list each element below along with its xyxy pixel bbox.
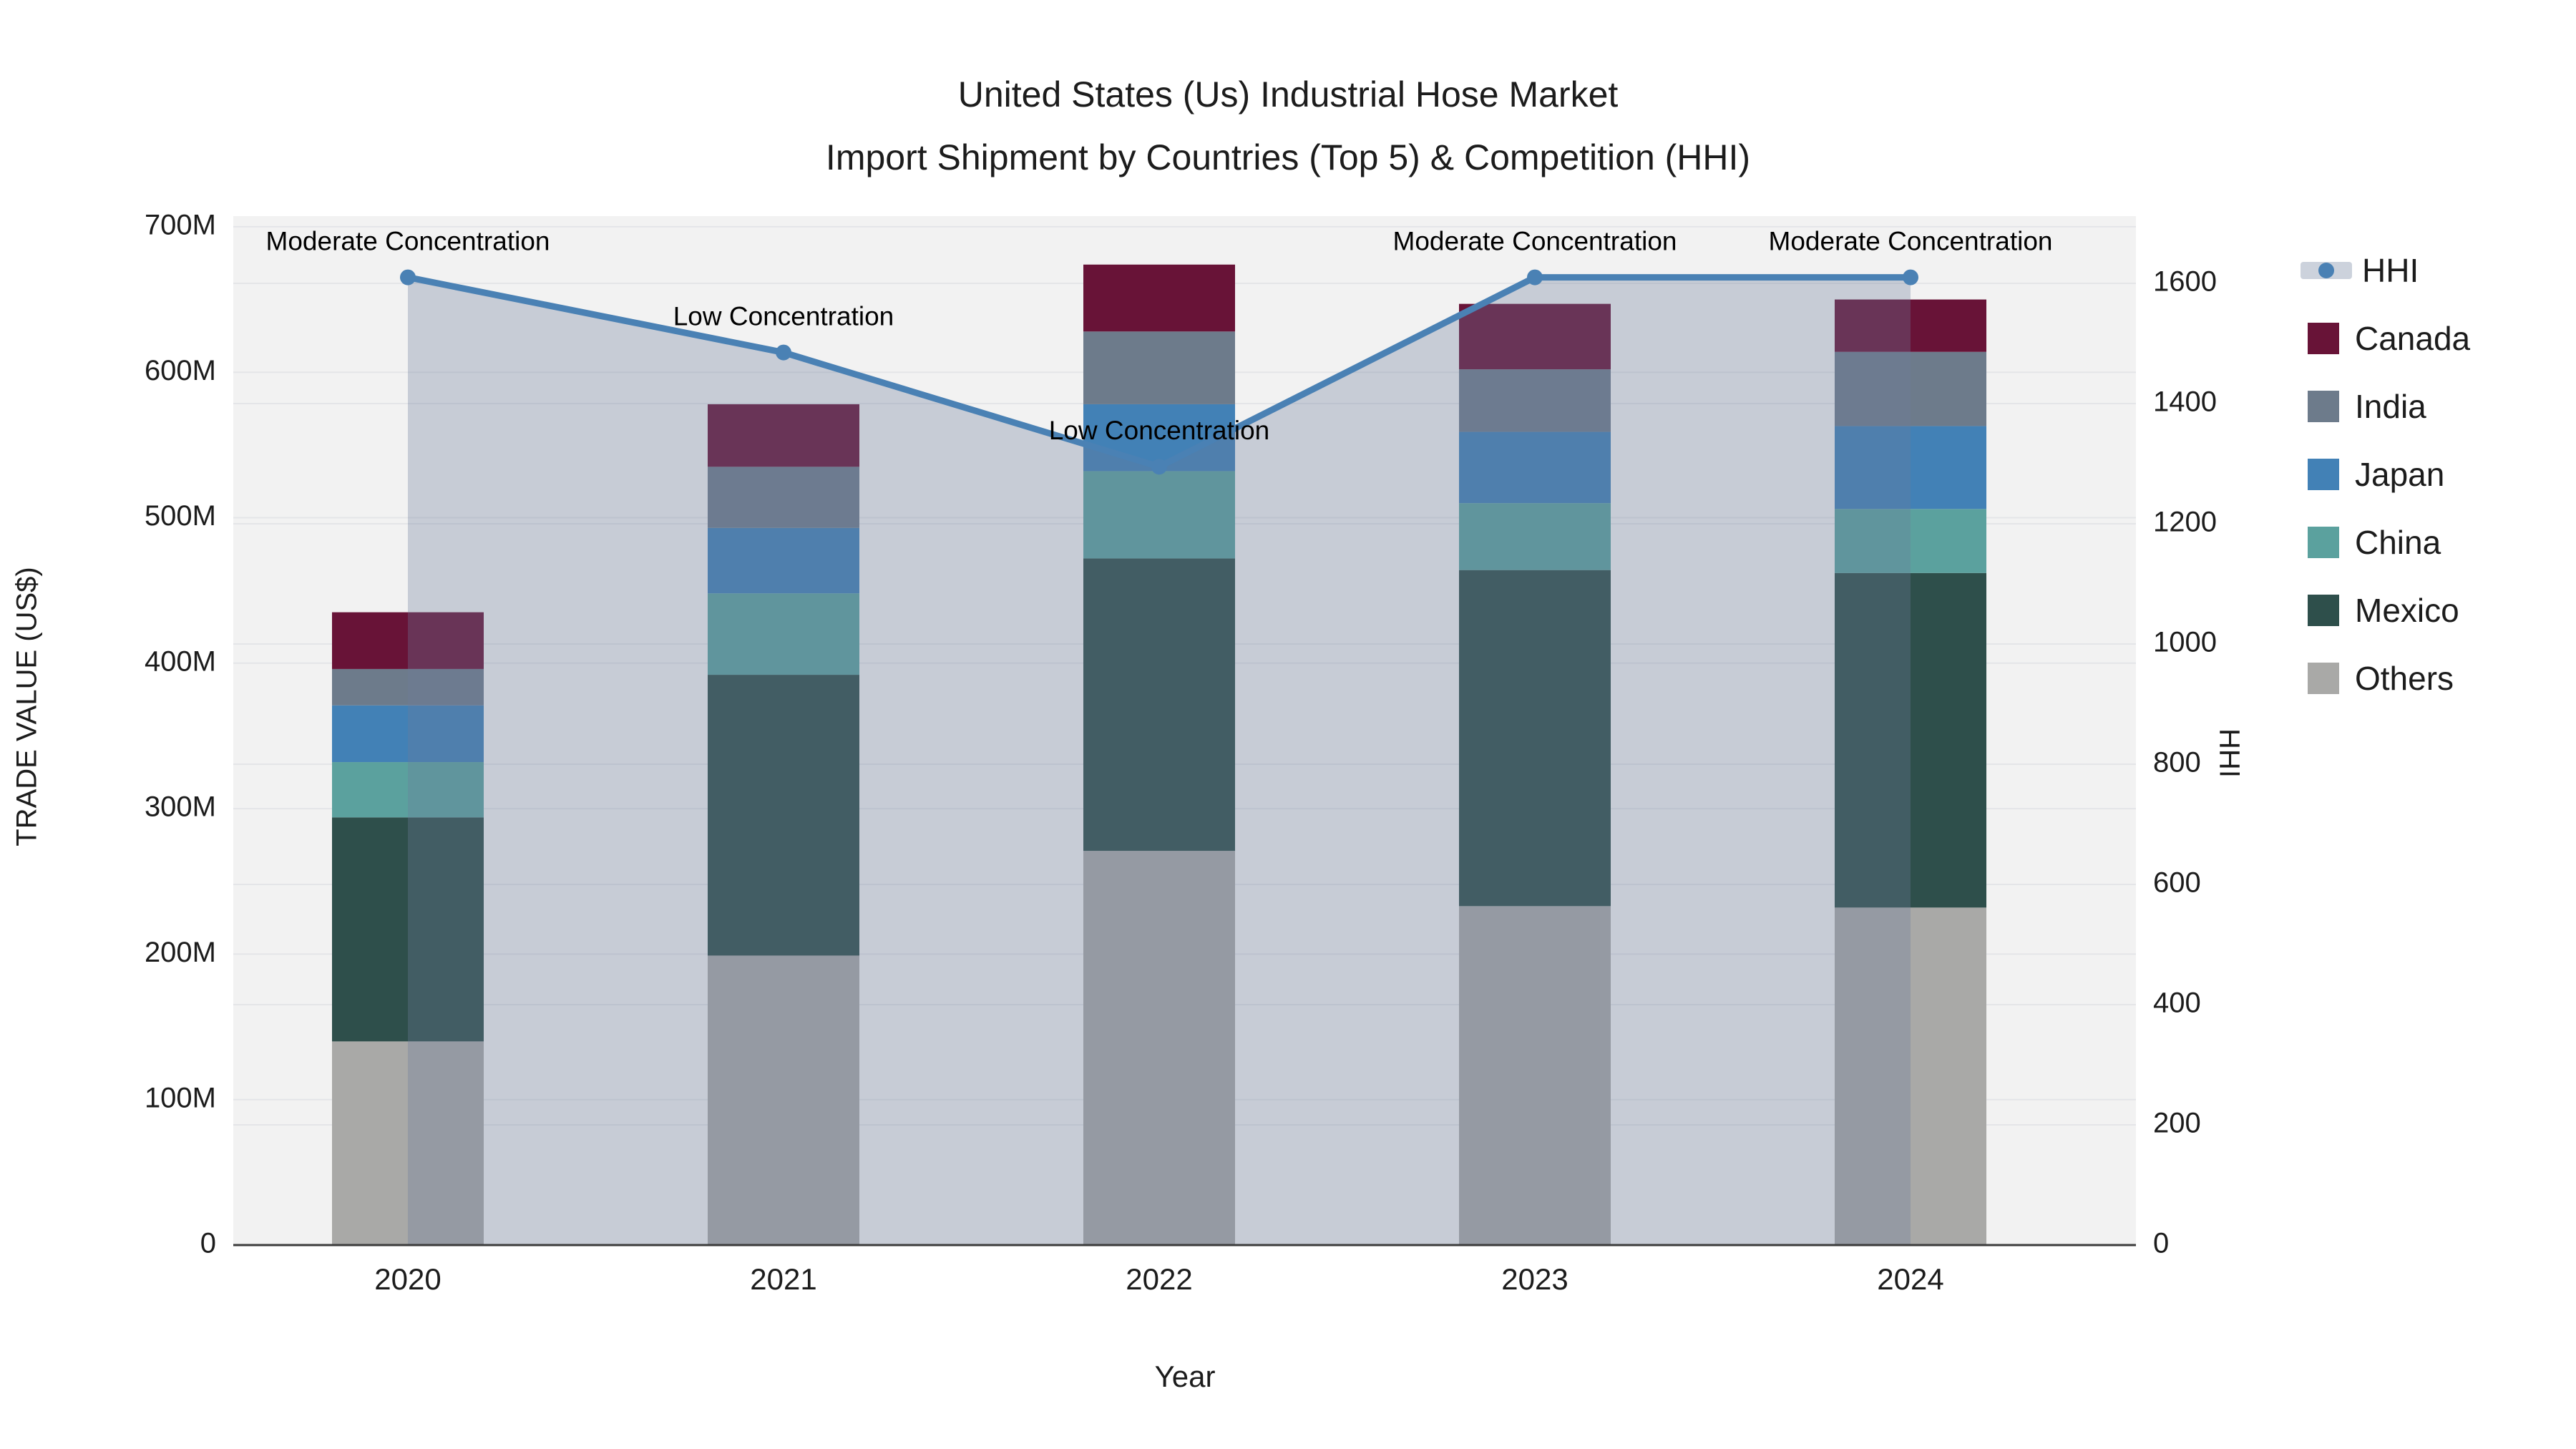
legend-item-japan[interactable]: Japan — [2308, 440, 2572, 508]
y-tick-label: 700M — [145, 209, 216, 240]
hhi-marker-2022[interactable] — [1151, 459, 1167, 475]
legend-swatch-icon — [2308, 594, 2339, 626]
hhi-swatch-marker — [2318, 262, 2334, 278]
y2-tick-label: 400 — [2153, 987, 2201, 1019]
legend-label: Japan — [2355, 455, 2445, 493]
bar-segment-india-2024[interactable] — [1835, 351, 1986, 426]
bar-segment-canada-2022[interactable] — [1083, 264, 1235, 332]
bar-segment-china-2023[interactable] — [1459, 503, 1611, 570]
annotation-2021: Low Concentration — [673, 302, 894, 331]
legend-swatch-icon — [2308, 322, 2339, 354]
x-tick-label-2023: 2023 — [1501, 1262, 1568, 1296]
y2-tick-label: 200 — [2153, 1108, 2201, 1139]
hhi-marker-2023[interactable] — [1527, 269, 1543, 286]
stacked-bars — [332, 264, 1986, 1245]
bar-segment-canada-2023[interactable] — [1459, 303, 1611, 370]
legend-swatch-icon — [2308, 390, 2339, 422]
y-tick-label: 300M — [145, 791, 216, 823]
legend-swatch-icon — [2308, 458, 2339, 490]
bar-segment-mexico-2022[interactable] — [1083, 558, 1235, 852]
bar-segment-mexico-2021[interactable] — [708, 675, 859, 956]
y2-tick-label: 0 — [2153, 1228, 2169, 1259]
bar-segment-others-2024[interactable] — [1835, 907, 1986, 1245]
legend-item-china[interactable]: China — [2308, 508, 2572, 576]
legend-label: Canada — [2355, 319, 2471, 357]
bar-segment-others-2022[interactable] — [1083, 851, 1235, 1245]
y2-tick-label: 1200 — [2153, 507, 2217, 538]
y-tick-label: 500M — [145, 500, 216, 532]
hhi-area-fill — [408, 277, 1911, 1246]
annotation-2024: Moderate Concentration — [1769, 227, 2053, 256]
bar-segment-others-2020[interactable] — [332, 1041, 484, 1245]
bar-segment-mexico-2024[interactable] — [1835, 572, 1986, 908]
y-axis-title: TRADE VALUE (US$) — [11, 567, 43, 847]
hhi-marker-2021[interactable] — [776, 344, 791, 361]
y2-axis-title: HHI — [2213, 728, 2245, 778]
y-tick-label: 100M — [145, 1082, 216, 1113]
x-tick-label-2022: 2022 — [1126, 1262, 1192, 1296]
bar-segment-canada-2024[interactable] — [1835, 299, 1986, 352]
bar-segment-mexico-2023[interactable] — [1459, 570, 1611, 907]
x-tick-label-2024: 2024 — [1877, 1262, 1943, 1296]
y2-tick-label: 1000 — [2153, 627, 2217, 658]
y-tick-label: 200M — [145, 937, 216, 968]
bar-segment-canada-2020[interactable] — [332, 612, 484, 669]
x-tick-label-2021: 2021 — [750, 1262, 816, 1296]
y-tick-label: 600M — [145, 355, 216, 386]
bar-segment-japan-2024[interactable] — [1835, 426, 1986, 509]
legend-label: HHI — [2362, 251, 2419, 289]
x-tick-label-2020: 2020 — [374, 1262, 441, 1296]
bar-segment-china-2024[interactable] — [1835, 509, 1986, 573]
y2-tick-label: 800 — [2153, 747, 2201, 779]
y2-tick-label: 1400 — [2153, 386, 2217, 418]
bar-segment-china-2021[interactable] — [708, 593, 859, 675]
hhi-marker-2020[interactable] — [400, 269, 416, 286]
bar-segment-china-2020[interactable] — [332, 762, 484, 818]
bar-segment-mexico-2020[interactable] — [332, 817, 484, 1042]
legend-item-hhi[interactable]: HHI — [2301, 236, 2572, 304]
chart-title-line1: United States (Us) Industrial Hose Marke… — [957, 74, 1619, 114]
legend-swatch-icon — [2308, 526, 2339, 558]
annotation-2022: Low Concentration — [1049, 416, 1270, 445]
x-axis-title: Year — [1154, 1360, 1216, 1393]
legend-label: China — [2355, 523, 2441, 561]
legend-item-others[interactable]: Others — [2308, 644, 2572, 712]
legend-item-india[interactable]: India — [2308, 372, 2572, 440]
y-tick-label: 400M — [145, 645, 216, 677]
bar-segment-india-2023[interactable] — [1459, 369, 1611, 432]
legend-item-canada[interactable]: Canada — [2308, 304, 2572, 372]
hhi-line-swatch-icon — [2301, 261, 2352, 279]
tick-labels: 0 100M 200M 300M 400M 500M 600M 700M 0 200 400 600 8… — [145, 209, 2217, 1296]
legend-item-mexico[interactable]: Mexico — [2308, 576, 2572, 644]
annotation-2023: Moderate Concentration — [1393, 227, 1677, 256]
annotation-2020: Moderate Concentration — [266, 227, 550, 256]
bar-segment-others-2023[interactable] — [1459, 906, 1611, 1245]
legend-label: Mexico — [2355, 591, 2459, 629]
hhi-marker-2024[interactable] — [1903, 269, 1918, 286]
bar-segment-india-2020[interactable] — [332, 668, 484, 706]
bar-segment-india-2022[interactable] — [1083, 331, 1235, 404]
bar-segment-japan-2020[interactable] — [332, 705, 484, 763]
bar-segment-japan-2023[interactable] — [1459, 431, 1611, 504]
legend-swatch-icon — [2308, 662, 2339, 694]
bar-segment-canada-2021[interactable] — [708, 404, 859, 467]
bar-segment-china-2022[interactable] — [1083, 471, 1235, 559]
legend-label: Others — [2355, 659, 2454, 697]
legend: HHI Canada India Japan China Mexico Others — [2301, 236, 2572, 712]
bar-segment-others-2021[interactable] — [708, 955, 859, 1245]
bar-segment-india-2021[interactable] — [708, 467, 859, 528]
legend-label: India — [2355, 387, 2426, 425]
chart-title: United States (Us) Industrial Hose Marke… — [0, 63, 2576, 189]
chart-title-line2: Import Shipment by Countries (Top 5) & C… — [825, 137, 1751, 177]
y2-tick-label: 1600 — [2153, 266, 2217, 298]
y2-tick-label: 600 — [2153, 867, 2201, 899]
y-tick-label: 0 — [200, 1228, 216, 1259]
bar-segment-japan-2021[interactable] — [708, 527, 859, 594]
